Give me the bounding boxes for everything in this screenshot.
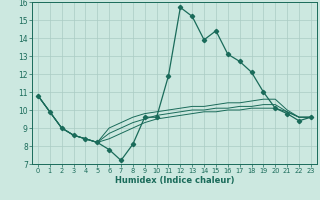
X-axis label: Humidex (Indice chaleur): Humidex (Indice chaleur) <box>115 176 234 185</box>
